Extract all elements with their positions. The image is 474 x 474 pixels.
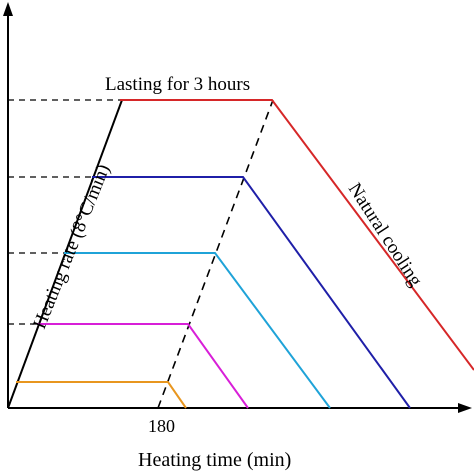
x-tick-label-180: 180 <box>148 416 175 436</box>
x-axis-arrow <box>458 403 472 413</box>
profile-red <box>120 99 474 371</box>
profile-orange <box>16 381 187 409</box>
hold-duration-label: Lasting for 3 hours <box>105 74 250 95</box>
hold-end-dashed-line <box>157 99 274 409</box>
x-axis-label: Heating time (min) <box>138 449 291 471</box>
cooling-label: Natural cooling <box>344 179 427 290</box>
profile-blue <box>92 176 411 409</box>
y-axis-arrow <box>3 2 13 16</box>
profile-magenta <box>37 323 249 409</box>
y-axis-label: Heating rate (8°C/min) <box>29 161 114 331</box>
profile-cyan <box>64 252 331 409</box>
